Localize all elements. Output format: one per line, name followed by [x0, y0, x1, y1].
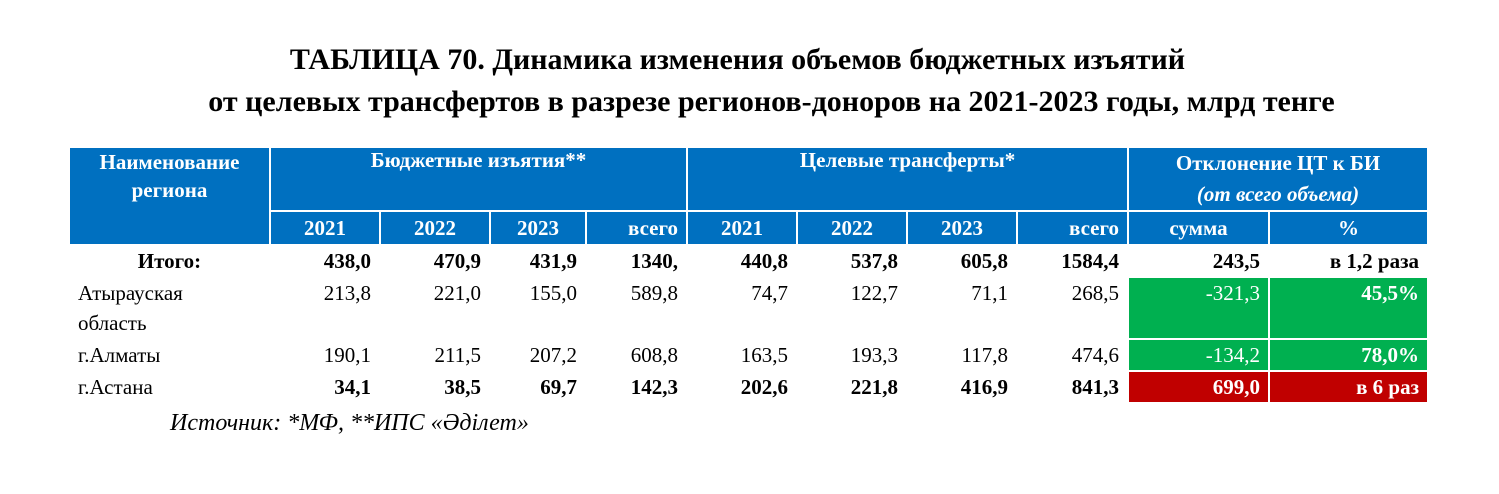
table-title-line-1: ТАБЛИЦА 70. Динамика изменения объемов б… — [289, 43, 1186, 76]
source-note: Источник: *МФ, **ИПС «Әділет» — [170, 410, 529, 436]
cell-ct-2023: 117,8 — [906, 338, 1019, 372]
cell-region: Атырауская область — [68, 276, 271, 340]
header-bi-2021: 2021 — [269, 210, 381, 246]
cell-ct-2022: 221,8 — [796, 370, 909, 404]
cell-bi-2022: 211,5 — [379, 338, 491, 372]
cell-bi-2023: 155,0 — [489, 276, 587, 340]
cell-ct-total: 474,6 — [1016, 338, 1130, 372]
header-ct-total: всего — [1016, 210, 1130, 246]
cell-ct-2021: 202,6 — [686, 370, 799, 404]
header-region: Наименование региона — [68, 146, 271, 246]
cell-ct-2022: 193,3 — [796, 338, 909, 372]
cell-bi-2021: 438,0 — [269, 244, 381, 278]
cell-ct-2023: 71,1 — [906, 276, 1019, 340]
cell-bi-total: 142,3 — [584, 370, 689, 404]
header-bi-2023: 2023 — [489, 210, 587, 246]
cell-bi-2022: 470,9 — [379, 244, 491, 278]
cell-region: Итого: — [68, 244, 271, 278]
cell-ct-2022: 122,7 — [796, 276, 909, 340]
cell-ct-2021: 440,8 — [686, 244, 799, 278]
cell-ct-total: 268,5 — [1016, 276, 1130, 340]
cell-ct-2022: 537,8 — [796, 244, 909, 278]
cell-bi-total: 1340, — [584, 244, 689, 278]
data-table: Наименование региона Бюджетные изъятия**… — [68, 146, 1430, 404]
cell-region: г.Алматы — [68, 338, 271, 372]
cell-region: г.Астана — [68, 370, 271, 404]
cell-bi-2023: 69,7 — [489, 370, 587, 404]
header-bi-total: всего — [584, 210, 689, 246]
header-dev-sum: сумма — [1127, 210, 1271, 246]
cell-dev-pct: 45,5% — [1268, 276, 1430, 340]
header-dev-pct: % — [1268, 210, 1430, 246]
cell-ct-total: 1584,4 — [1016, 244, 1130, 278]
cell-ct-total: 841,3 — [1016, 370, 1130, 404]
cell-dev-sum: -321,3 — [1127, 276, 1271, 340]
cell-bi-total: 589,8 — [584, 276, 689, 340]
cell-dev-pct: в 1,2 раза — [1268, 244, 1430, 278]
header-bi-2022: 2022 — [379, 210, 491, 246]
table-title-line-2: от целевых трансфертов в разрезе регионо… — [208, 85, 1335, 118]
header-targeted-transfers: Целевые трансферты* — [686, 146, 1130, 212]
cell-ct-2023: 605,8 — [906, 244, 1019, 278]
cell-bi-2021: 213,8 — [269, 276, 381, 340]
cell-bi-2021: 34,1 — [269, 370, 381, 404]
cell-ct-2023: 416,9 — [906, 370, 1019, 404]
header-ct-2021: 2021 — [686, 210, 799, 246]
table-row-almaty: г.Алматы 190,1 211,5 207,2 608,8 163,5 1… — [68, 338, 1430, 372]
table-row-astana: г.Астана 34,1 38,5 69,7 142,3 202,6 221,… — [68, 370, 1430, 404]
header-deviation: Отклонение ЦТ к БИ (от всего объема) — [1127, 146, 1430, 212]
cell-bi-2022: 38,5 — [379, 370, 491, 404]
cell-bi-2021: 190,1 — [269, 338, 381, 372]
cell-dev-sum: -134,2 — [1127, 338, 1271, 372]
cell-dev-pct: 78,0% — [1268, 338, 1430, 372]
cell-ct-2021: 163,5 — [686, 338, 799, 372]
table-row-atyrau: Атырауская область 213,8 221,0 155,0 589… — [68, 276, 1430, 340]
cell-dev-sum: 243,5 — [1127, 244, 1271, 278]
header-ct-2023: 2023 — [906, 210, 1019, 246]
header-budget-withdrawals: Бюджетные изъятия** — [268, 146, 689, 212]
cell-bi-2023: 431,9 — [489, 244, 587, 278]
cell-bi-2023: 207,2 — [489, 338, 587, 372]
cell-dev-pct: в 6 раз — [1268, 370, 1430, 404]
cell-bi-2022: 221,0 — [379, 276, 491, 340]
table-row-total: Итого: 438,0 470,9 431,9 1340, 440,8 537… — [68, 244, 1430, 278]
cell-ct-2021: 74,7 — [686, 276, 799, 340]
header-ct-2022: 2022 — [796, 210, 909, 246]
cell-dev-sum: 699,0 — [1127, 370, 1271, 404]
cell-bi-total: 608,8 — [584, 338, 689, 372]
